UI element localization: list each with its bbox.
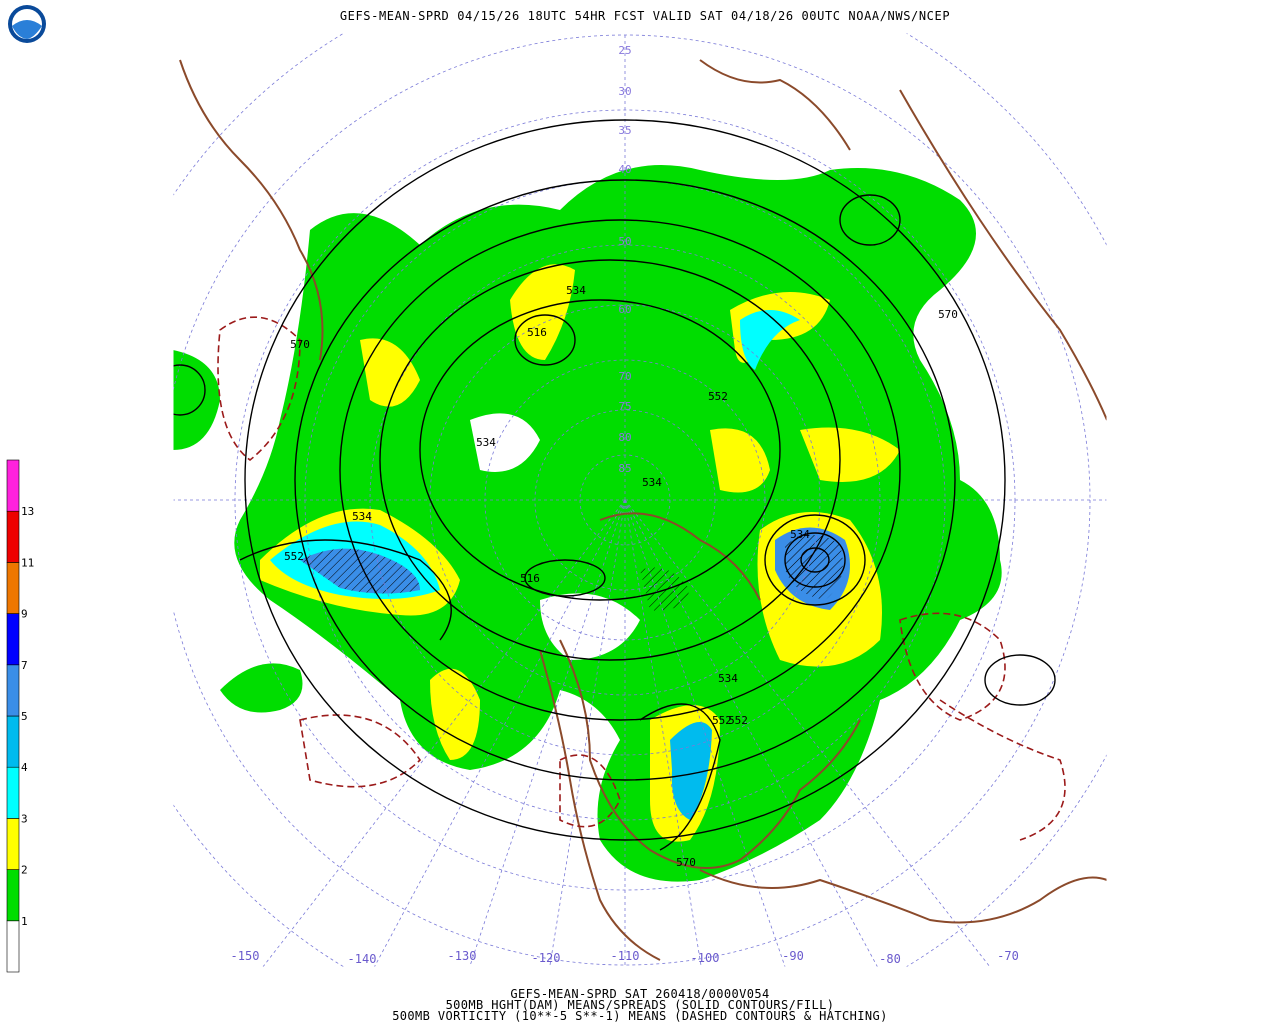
map-frame — [172, 32, 1108, 968]
longitude-labels: -150 -140 -130 -120 -110 -100 -90 -80 -70 — [231, 949, 1019, 966]
latitude-label: 30 — [618, 85, 631, 98]
colorbar-label: 9 — [21, 608, 28, 621]
longitude-label: -150 — [231, 949, 260, 963]
contour-label: 534 — [566, 284, 586, 297]
coastline — [179, 59, 1107, 961]
longitude-label: -70 — [997, 949, 1019, 963]
spread-fill-yellow — [800, 427, 900, 482]
latitude-label: 85 — [618, 462, 631, 475]
colorbar-swatch — [6, 818, 20, 870]
spread-fill-yellow — [710, 428, 770, 493]
longitude-label: -80 — [879, 952, 901, 966]
graticule — [173, 33, 1107, 967]
latitude-label: 70 — [618, 370, 631, 383]
colorbar-swatch — [6, 715, 20, 768]
colorbar-label: 4 — [21, 761, 28, 774]
contour-label: 570 — [290, 338, 310, 351]
latitude-label: 75 — [618, 400, 631, 413]
colorbar-label: 13 — [21, 505, 34, 518]
colorbar-swatch — [6, 664, 20, 717]
contour-label: 570 — [676, 856, 696, 869]
spread-fill-green — [220, 663, 303, 713]
contour-label: 552 — [284, 550, 304, 563]
colorbar-label: 5 — [21, 710, 28, 723]
contour-labels: 5705705345165345525345345525525165345525… — [284, 284, 958, 869]
longitude-label: -90 — [782, 949, 804, 963]
contour-label: 552 — [708, 390, 728, 403]
spread-gap — [470, 413, 540, 472]
latitude-label: 50 — [618, 235, 631, 248]
height-contour — [173, 119, 1056, 851]
spread-gap — [540, 593, 640, 660]
latitude-label: 80 — [618, 431, 631, 444]
spread-fill-yellow — [430, 668, 480, 760]
latitude-label: 25 — [618, 44, 631, 57]
longitude-label: -140 — [348, 952, 377, 966]
vorticity-contour — [217, 316, 1066, 841]
colorbar-swatch — [6, 920, 20, 973]
contour-label: 534 — [352, 510, 372, 523]
latitude-label: 35 — [618, 124, 631, 137]
colorbar-swatch — [6, 562, 20, 614]
contour-label: 570 — [938, 308, 958, 321]
colorbar-label: 2 — [21, 864, 28, 877]
noaa-logo — [8, 5, 46, 43]
colorbar: 1 2 3 4 5 7 9 11 13 — [6, 459, 34, 973]
spread-fill-yellow — [510, 264, 575, 360]
longitude-label: -110 — [611, 949, 640, 963]
contour-label: 534 — [718, 672, 738, 685]
latitude-label: 40 — [618, 163, 631, 176]
colorbar-swatch — [6, 869, 20, 922]
colorbar-swatch — [6, 459, 20, 512]
vorticity-hatching — [300, 548, 420, 594]
latitude-label: 60 — [618, 303, 631, 316]
colorbar-label: 3 — [21, 812, 28, 825]
latitude-labels: 25 30 35 40 50 60 70 75 80 85 — [618, 44, 631, 475]
map — [173, 33, 1107, 967]
colorbar-swatch — [6, 613, 20, 666]
longitude-label: -100 — [691, 951, 720, 965]
contour-label: 534 — [790, 528, 810, 541]
longitude-label: -120 — [532, 951, 561, 965]
footer-line: 500MB VORTICITY (10**-5 S**-1) MEANS (DA… — [392, 1009, 888, 1023]
longitude-label: -130 — [448, 949, 477, 963]
spread-fill-yellow — [360, 338, 420, 407]
spread-fill-green — [173, 350, 220, 450]
footer-line: GEFS-MEAN-SPRD SAT 260418/0000V054 — [510, 987, 769, 1001]
spread-fill-green — [234, 165, 1002, 882]
contour-label: 552 — [728, 714, 748, 727]
colorbar-label: 1 — [21, 915, 28, 928]
spread-fill-cyan — [670, 722, 712, 820]
contour-label: 516 — [527, 326, 547, 339]
contour-label: 552 — [712, 714, 732, 727]
contour-label: 516 — [520, 572, 540, 585]
colorbar-swatch — [6, 510, 20, 563]
spread-fill-cyan — [740, 310, 800, 370]
colorbar-label: 11 — [21, 556, 34, 569]
colorbar-swatch — [6, 766, 20, 819]
colorbar-label: 7 — [21, 659, 28, 672]
map-title: GEFS-MEAN-SPRD 04/15/26 18UTC 54HR FCST … — [340, 9, 950, 23]
contour-label: 534 — [642, 476, 662, 489]
contour-label: 534 — [476, 436, 496, 449]
footer-line: 500MB HGHT(DAM) MEANS/SPREADS (SOLID CON… — [446, 998, 835, 1012]
